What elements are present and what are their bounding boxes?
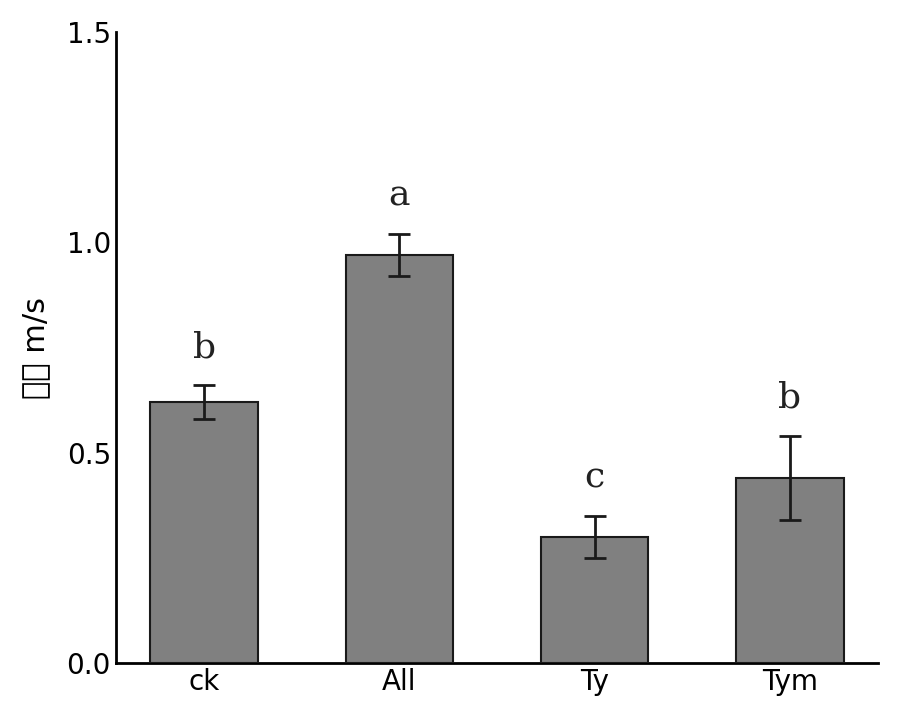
Bar: [736, 478, 843, 663]
Text: b: b: [779, 381, 801, 415]
Text: c: c: [584, 461, 605, 495]
Bar: [541, 537, 648, 663]
Bar: [345, 255, 453, 663]
Text: a: a: [388, 179, 410, 213]
Y-axis label: 速度 m/s: 速度 m/s: [21, 297, 49, 399]
Bar: [150, 402, 258, 663]
Text: b: b: [192, 331, 216, 364]
